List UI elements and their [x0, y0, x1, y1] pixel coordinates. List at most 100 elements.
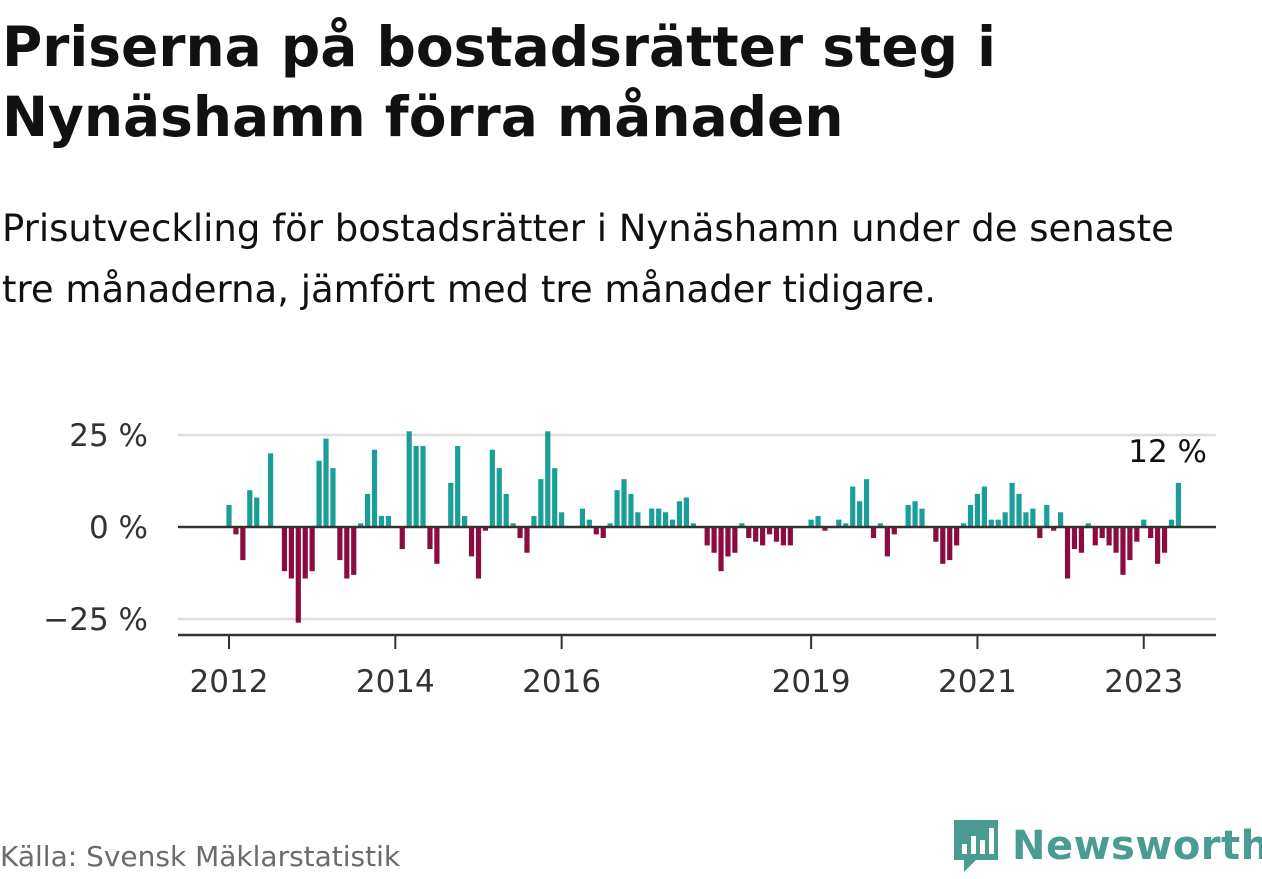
- bar: [559, 512, 565, 527]
- bar: [739, 523, 745, 527]
- source-note: Källa: Svensk Mäklarstatistik: [0, 840, 401, 873]
- y-tick-label: −25 %: [43, 602, 148, 638]
- bar: [704, 527, 710, 546]
- bar: [593, 527, 599, 535]
- bar: [524, 527, 530, 553]
- bar: [863, 479, 870, 527]
- chart-subtitle: Prisutveckling för bostadsrätter i Nynäs…: [2, 207, 1174, 311]
- bar: [420, 446, 426, 527]
- bar: [371, 449, 378, 527]
- bar: [468, 527, 475, 557]
- bar: [233, 527, 239, 535]
- bar: [1092, 527, 1098, 546]
- bar: [940, 527, 946, 564]
- bar: [919, 508, 925, 527]
- bar: [344, 527, 350, 579]
- bar: [462, 515, 468, 527]
- y-tick-label: 25 %: [69, 418, 148, 454]
- bar: [545, 431, 551, 527]
- bar: [489, 449, 495, 527]
- bar: [822, 527, 828, 531]
- bar: [302, 527, 308, 579]
- bar: [455, 446, 461, 527]
- brand-name: Newsworthy: [1012, 823, 1262, 869]
- bar: [1168, 519, 1175, 527]
- bar: [385, 515, 391, 527]
- bar: [628, 493, 634, 527]
- bar: [1058, 512, 1064, 527]
- bar: [857, 501, 863, 527]
- last-value-label: 12 %: [1128, 434, 1207, 470]
- bar: [760, 527, 766, 546]
- bar: [586, 519, 592, 527]
- bar: [510, 523, 516, 527]
- bar: [607, 523, 613, 527]
- bar: [933, 527, 939, 542]
- x-tick-label: 2014: [356, 664, 435, 700]
- bar: [635, 512, 641, 527]
- bar: [662, 512, 669, 527]
- bar: [690, 523, 696, 527]
- bar: [787, 527, 793, 546]
- bar: [295, 527, 301, 623]
- bar: [337, 527, 343, 561]
- bar: [1030, 508, 1036, 527]
- bar: [1127, 527, 1133, 561]
- x-tick-label: 2012: [190, 664, 269, 700]
- bar: [1148, 527, 1154, 539]
- bar: [351, 527, 357, 575]
- bar: [1161, 527, 1168, 553]
- x-tick-label: 2016: [522, 664, 601, 700]
- newsworthy-logo-icon: [954, 820, 998, 872]
- bar: [1016, 493, 1022, 527]
- bar: [309, 527, 315, 572]
- bar: [995, 519, 1001, 527]
- bar: [552, 468, 558, 527]
- bar: [434, 527, 440, 564]
- bar: [967, 504, 974, 527]
- bar: [850, 486, 856, 527]
- bar: [448, 482, 454, 527]
- bar: [773, 527, 780, 542]
- bar: [288, 527, 294, 579]
- bar: [1113, 527, 1119, 553]
- bar: [1120, 527, 1126, 575]
- bar: [1106, 527, 1112, 546]
- bar: [843, 523, 849, 527]
- bar: [780, 527, 786, 546]
- bar: [711, 527, 717, 553]
- x-tick-label: 2023: [1104, 664, 1183, 700]
- bar: [240, 527, 246, 561]
- bar: [649, 508, 655, 527]
- bar: [531, 515, 537, 527]
- bar: [725, 527, 731, 557]
- bar: [1064, 527, 1071, 579]
- bar: [517, 527, 523, 539]
- bar: [877, 523, 884, 527]
- bar: [1134, 527, 1140, 542]
- newsworthy-logo: Newsworthy: [950, 816, 1262, 876]
- bar: [254, 497, 260, 527]
- grid-lines: [178, 433, 1216, 621]
- bar: [732, 527, 738, 553]
- bar: [947, 527, 953, 561]
- bar: [378, 515, 385, 527]
- y-tick-label: 0 %: [89, 510, 148, 546]
- bar-chart: 25 % 0 % −25 % 2012 2014 2016 2019 2021 2023 12 %: [43, 418, 1216, 700]
- bar: [746, 527, 752, 539]
- bar: [974, 493, 981, 527]
- bar: [579, 508, 586, 527]
- bar: [1099, 527, 1105, 539]
- bar: [808, 519, 814, 527]
- bar: [316, 460, 322, 527]
- bar: [912, 501, 918, 527]
- axes: [178, 525, 1216, 649]
- bar: [358, 523, 364, 527]
- bar: [905, 504, 911, 527]
- bar: [247, 490, 253, 527]
- bar: [676, 501, 683, 527]
- bar: [656, 508, 662, 527]
- bar: [330, 468, 336, 527]
- bar: [891, 527, 897, 535]
- bar: [406, 431, 412, 527]
